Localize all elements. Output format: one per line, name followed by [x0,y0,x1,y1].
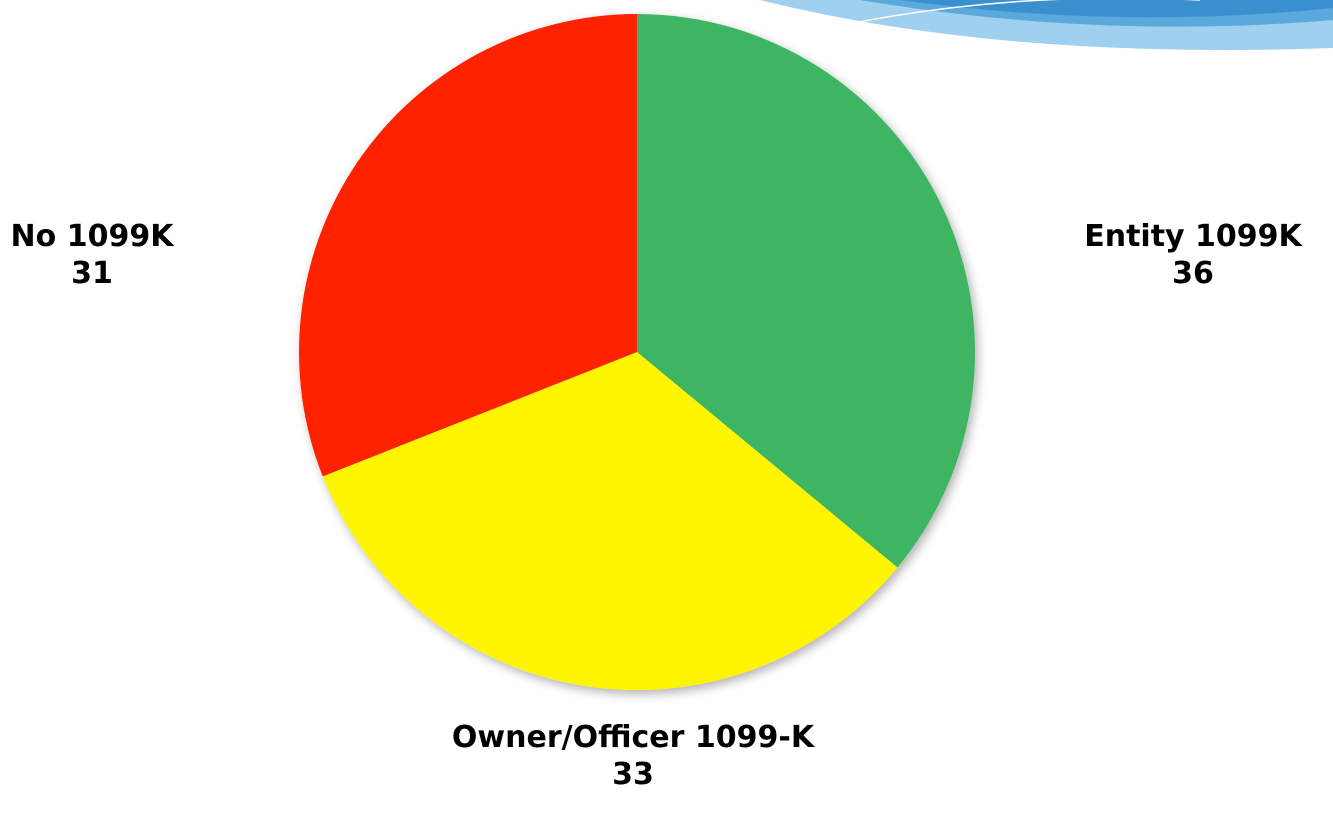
decoration [760,0,1333,50]
chart: Entity 1099K36 Owner/Officer 1099-K33 No 1… [0,0,1333,833]
value-label: 31 [71,256,113,291]
value-label: 33 [612,757,654,792]
slice-label: No 1099K [11,219,176,254]
value-label: 36 [1172,256,1214,291]
pie [299,14,975,690]
slice-label: Entity 1099K [1084,219,1303,254]
slice-label: Owner/Officer 1099-K [452,720,816,755]
